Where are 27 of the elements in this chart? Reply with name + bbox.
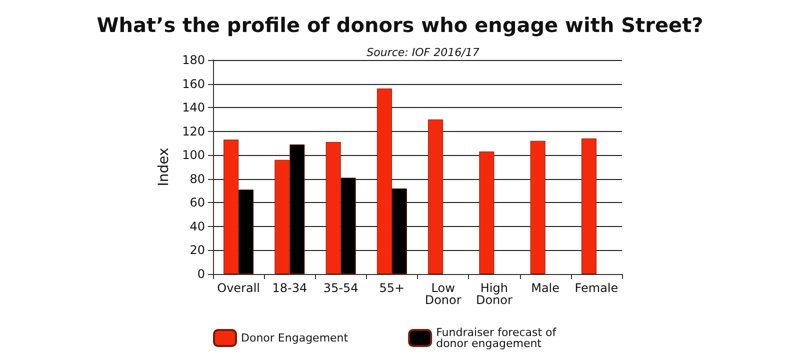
y-tick-label: 180 <box>182 53 205 67</box>
y-tick-label: 100 <box>182 148 205 162</box>
bar <box>530 140 546 274</box>
y-tick-label: 20 <box>190 243 205 258</box>
y-tick-label: 160 <box>182 76 205 91</box>
y-tick-label: 120 <box>182 124 205 138</box>
x-tick-label: Female <box>574 281 618 295</box>
y-tick-label: 140 <box>182 100 205 115</box>
bar <box>428 119 444 274</box>
x-tick-label: Overall <box>217 281 260 295</box>
y-tick-label: 60 <box>190 196 205 210</box>
y-tick-label: 0 <box>197 267 205 281</box>
x-tick-label: 18-34 <box>272 281 308 295</box>
chart-title: What’s the profile of donors who engage with Street? <box>96 13 704 37</box>
x-tick-label: High Donor <box>476 281 512 307</box>
y-tick-label: 80 <box>190 172 205 186</box>
legend-label: Fundraiser forecast of donor engagement <box>436 326 558 350</box>
chart-subtitle: Source: IOF 2016/17 <box>366 46 480 59</box>
bar <box>581 138 596 274</box>
y-axis-title: Index <box>156 148 172 186</box>
bar <box>479 152 494 274</box>
y-tick-label: 40 <box>190 219 205 234</box>
x-tick-label: 55+ <box>379 281 405 295</box>
x-tick-label: Low Donor <box>424 281 462 307</box>
legend-label: Donor Engagement <box>241 332 349 344</box>
x-tick-label: Male <box>531 281 560 295</box>
x-tick-label: 35-54 <box>323 281 358 295</box>
